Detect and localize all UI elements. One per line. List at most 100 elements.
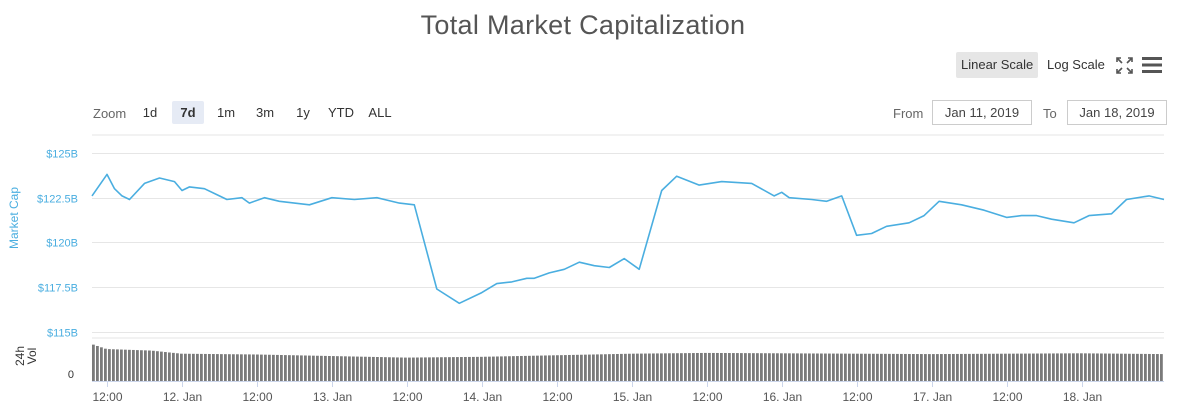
volume-bar — [644, 353, 647, 381]
volume-bar — [180, 353, 183, 381]
volume-bar — [472, 356, 475, 381]
volume-bar — [512, 356, 515, 381]
volume-bar — [208, 353, 211, 381]
volume-bar — [768, 353, 771, 381]
volume-bar — [1028, 353, 1031, 381]
volume-bar — [380, 357, 383, 381]
volume-bar — [764, 353, 767, 381]
volume-bar — [540, 355, 543, 381]
volume-bar — [464, 356, 467, 381]
volume-bar — [416, 357, 419, 381]
volume-bar — [468, 356, 471, 381]
volume-bar — [168, 352, 171, 381]
x-tick-label: 15. Jan — [613, 390, 652, 404]
volume-bar — [876, 353, 879, 381]
volume-bar — [492, 356, 495, 381]
volume-bar — [904, 353, 907, 381]
log-scale-button[interactable]: Log Scale — [1047, 57, 1105, 72]
volume-bar — [132, 349, 135, 381]
volume-bar — [124, 349, 127, 381]
volume-bar — [620, 353, 623, 381]
fullscreen-icon[interactable] — [1116, 57, 1133, 74]
volume-bar — [1012, 353, 1015, 381]
range-button-7d[interactable]: 7d — [172, 101, 204, 124]
range-button-1m[interactable]: 1m — [216, 105, 236, 120]
volume-bar — [256, 354, 259, 381]
range-button-1d[interactable]: 1d — [142, 105, 158, 120]
volume-bar — [200, 353, 203, 381]
volume-bar — [532, 355, 535, 381]
chart-title: Total Market Capitalization — [420, 10, 746, 40]
range-button-1y[interactable]: 1y — [296, 105, 310, 120]
volume-bar — [1108, 353, 1111, 381]
volume-bar — [272, 354, 275, 381]
y-tick-label: $115B — [47, 328, 78, 340]
volume-bar — [704, 352, 707, 381]
volume-bar — [692, 353, 695, 381]
to-date-input[interactable]: Jan 18, 2019 — [1067, 100, 1167, 125]
volume-bar — [1144, 353, 1147, 381]
volume-bar — [164, 352, 167, 381]
volume-bar — [812, 353, 815, 381]
x-tick-label: 12:00 — [542, 390, 572, 404]
volume-bar — [1000, 353, 1003, 381]
volume-bar — [224, 354, 227, 381]
volume-bar — [924, 354, 927, 381]
range-button-3m[interactable]: 3m — [255, 105, 275, 120]
volume-bar — [796, 353, 799, 381]
volume-bar — [400, 357, 403, 381]
volume-bar — [156, 351, 159, 381]
volume-bar — [160, 351, 163, 381]
volume-bar — [560, 355, 563, 381]
volume-bar — [364, 356, 367, 381]
volume-bar — [448, 357, 451, 381]
volume-bar — [1080, 353, 1083, 381]
volume-bar — [984, 353, 987, 381]
volume-bar — [428, 357, 431, 381]
y-tick-label: $120B — [46, 238, 78, 250]
volume-bar — [772, 353, 775, 381]
volume-bar — [740, 353, 743, 381]
volume-bar — [1096, 353, 1099, 381]
volume-bar — [872, 353, 875, 381]
volume-bar — [324, 355, 327, 381]
from-date-input[interactable]: Jan 11, 2019 — [932, 100, 1032, 125]
volume-bar — [252, 354, 255, 381]
volume-bar — [1024, 353, 1027, 381]
volume-bar — [288, 355, 291, 381]
volume-bar — [596, 354, 599, 381]
volume-bar — [444, 357, 447, 381]
volume-bar — [1064, 353, 1067, 381]
volume-bar — [128, 349, 131, 381]
volume-bar — [1040, 353, 1043, 381]
y-tick-label: $117.5B — [38, 283, 78, 295]
volume-bar — [888, 353, 891, 381]
volume-bar — [684, 353, 687, 381]
volume-bar — [536, 355, 539, 381]
volume-bar — [948, 353, 951, 381]
volume-bar — [332, 356, 335, 381]
volume-bar — [956, 353, 959, 381]
range-button-all[interactable]: ALL — [368, 105, 392, 120]
volume-bar — [248, 354, 251, 381]
volume-bar — [504, 356, 507, 381]
volume-bar — [572, 354, 575, 381]
linear-scale-button[interactable]: Linear Scale — [956, 52, 1039, 78]
volume-bar — [228, 354, 231, 381]
range-button-ytd[interactable]: YTD — [328, 105, 354, 120]
volume-bar — [1016, 353, 1019, 381]
volume-bar — [460, 357, 463, 381]
hamburger-menu-icon[interactable] — [1142, 56, 1162, 74]
volume-bar — [412, 357, 415, 381]
volume-bar — [176, 353, 179, 381]
volume-bar — [1060, 353, 1063, 381]
x-tick-label: 12:00 — [392, 390, 422, 404]
volume-bar — [580, 354, 583, 381]
volume-bar — [488, 356, 491, 381]
volume-bar — [860, 353, 863, 381]
volume-bar — [680, 353, 683, 381]
volume-bar — [964, 353, 967, 381]
volume-bar — [632, 353, 635, 381]
volume-bar — [936, 354, 939, 381]
volume-bar — [356, 356, 359, 381]
